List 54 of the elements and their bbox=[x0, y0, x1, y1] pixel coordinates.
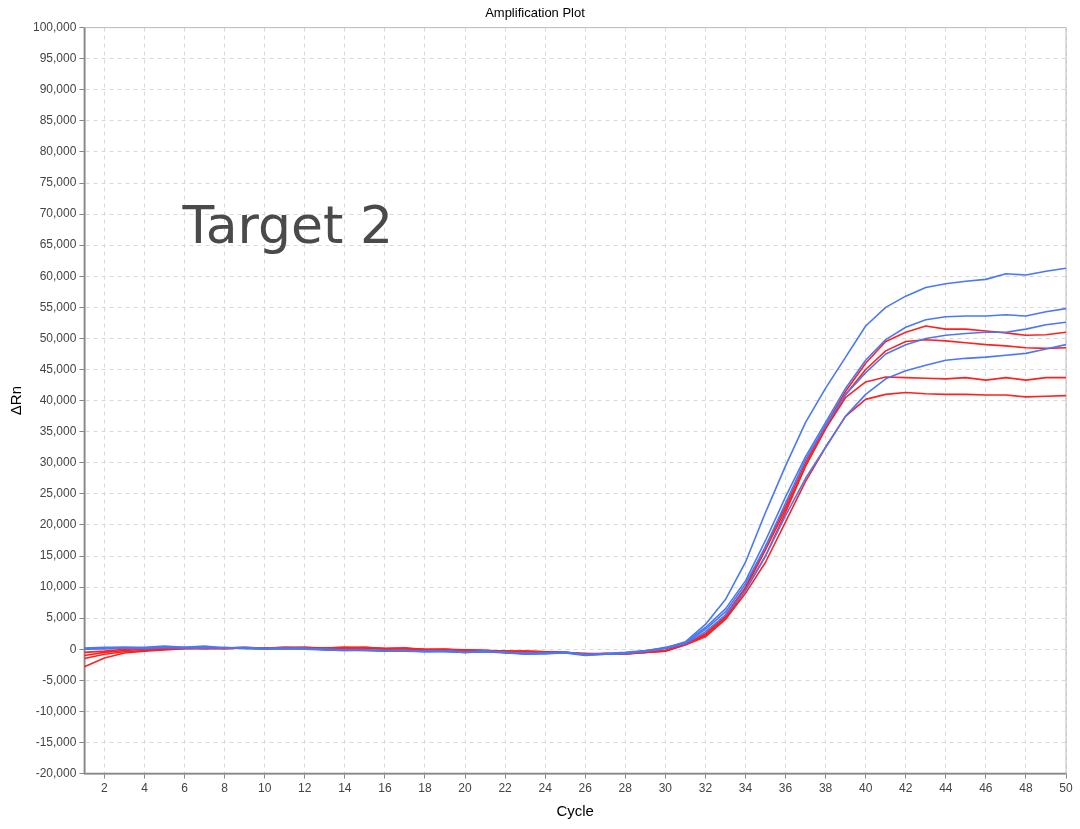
x-tick-label: 34 bbox=[738, 781, 753, 796]
y-tick-label: 95,000 bbox=[39, 51, 77, 65]
y-axis-title: ΔRn bbox=[7, 386, 25, 416]
x-tick-label: 8 bbox=[221, 781, 229, 796]
y-tick-label: -10,000 bbox=[35, 703, 77, 718]
y-tick-label: 15,000 bbox=[39, 548, 77, 563]
y-tick-label: 55,000 bbox=[39, 299, 77, 314]
x-tick-label: 18 bbox=[418, 781, 432, 796]
x-tick-label: 32 bbox=[698, 781, 713, 796]
x-tick-label: 40 bbox=[858, 781, 873, 796]
x-tick-label: 12 bbox=[298, 781, 312, 796]
x-tick-label: 22 bbox=[498, 781, 513, 796]
y-tick-label: 70,000 bbox=[39, 206, 77, 221]
y-tick-label: 100,000 bbox=[32, 19, 77, 34]
y-tick-label: 10,000 bbox=[39, 579, 77, 594]
y-tick-label: 0 bbox=[69, 641, 77, 656]
x-tick-label: 26 bbox=[578, 781, 593, 796]
y-tick-label: 5,000 bbox=[46, 610, 77, 625]
y-tick-label: 30,000 bbox=[39, 455, 77, 470]
y-tick-label: 35,000 bbox=[39, 424, 77, 438]
x-tick-label: 50 bbox=[1059, 781, 1073, 796]
y-tick-label: 60,000 bbox=[39, 268, 77, 283]
x-tick-label: 20 bbox=[458, 781, 472, 796]
y-tick-label: 80,000 bbox=[39, 144, 77, 159]
x-tick-label: 16 bbox=[378, 781, 392, 796]
y-tick-label: -20,000 bbox=[35, 765, 77, 780]
x-tick-label: 44 bbox=[939, 781, 953, 796]
x-tick-label: 46 bbox=[979, 781, 993, 796]
y-tick-label: 65,000 bbox=[39, 237, 77, 252]
chart-title: Amplification Plot bbox=[485, 5, 586, 21]
y-tick-label: 90,000 bbox=[39, 82, 77, 97]
x-tick-label: 10 bbox=[258, 781, 272, 796]
x-tick-label: 48 bbox=[1019, 781, 1033, 796]
y-tick-label: 75,000 bbox=[39, 175, 77, 190]
x-tick-label: 42 bbox=[899, 781, 913, 796]
x-tick-label: 2 bbox=[101, 781, 109, 796]
y-tick-label: -5,000 bbox=[42, 672, 77, 687]
y-tick-label: 20,000 bbox=[39, 517, 77, 532]
x-tick-label: 14 bbox=[338, 781, 352, 796]
x-tick-label: 36 bbox=[778, 781, 793, 796]
y-tick-label: 85,000 bbox=[39, 113, 77, 128]
x-axis-title: Cycle bbox=[556, 802, 594, 820]
x-tick-label: 6 bbox=[181, 781, 189, 796]
y-tick-label: 50,000 bbox=[39, 330, 77, 345]
x-tick-label: 24 bbox=[538, 781, 553, 796]
y-tick-label: 45,000 bbox=[39, 361, 77, 376]
x-tick-label: 4 bbox=[141, 781, 149, 796]
x-tick-label: 28 bbox=[618, 781, 633, 796]
y-tick-label: 25,000 bbox=[39, 486, 77, 501]
y-tick-label: 40,000 bbox=[39, 392, 77, 407]
x-tick-label: 38 bbox=[818, 781, 833, 796]
annotation: Target 2 bbox=[181, 194, 394, 255]
y-tick-label: -15,000 bbox=[35, 734, 77, 749]
x-tick-label: 30 bbox=[658, 781, 673, 796]
